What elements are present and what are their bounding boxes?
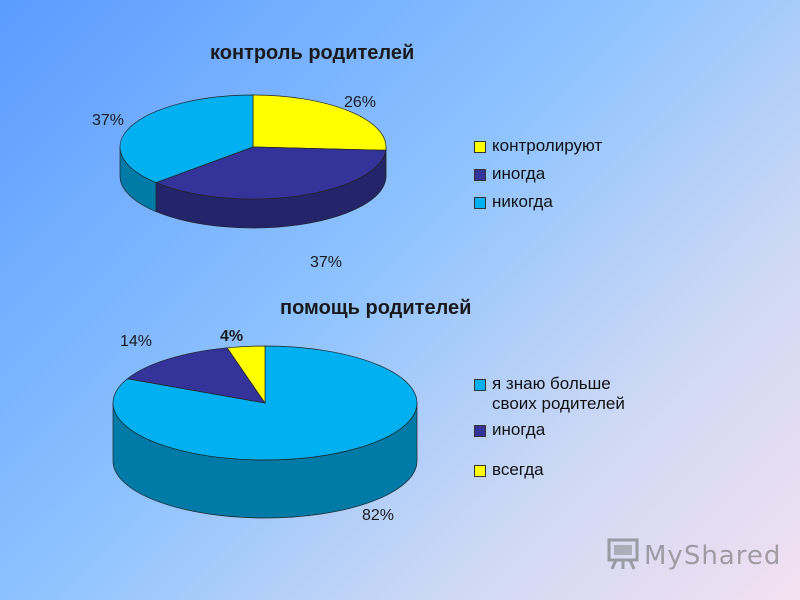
legend-label: я знаю больше своих родителей [492, 374, 625, 413]
chart2-legend-item: я знаю больше своих родителей [474, 374, 625, 414]
chart1-legend: контролируют иногда никогда [474, 136, 602, 212]
legend-swatch-navy [474, 425, 486, 437]
chart2-title: помощь родителей [280, 297, 472, 319]
legend-label: никогда [492, 192, 553, 211]
pie-slice [155, 146, 387, 200]
presentation-board-icon [606, 536, 640, 575]
legend-swatch-yellow [474, 465, 486, 477]
chart1-legend-item: контролируют [474, 136, 602, 156]
legend-swatch-cyan [474, 197, 486, 209]
chart2-pie-group [112, 345, 418, 519]
chart2-legend-item: всегда [474, 460, 625, 480]
chart2-label-know-more: 82% [362, 507, 395, 524]
chart1-label-never: 37% [92, 112, 125, 129]
legend-label: иногда [492, 420, 546, 439]
pie-slice [226, 345, 266, 405]
chart2-label-always: 4% [220, 328, 244, 345]
pie-slice [252, 94, 387, 151]
legend-swatch-navy [474, 169, 486, 181]
legend-label: всегда [492, 460, 544, 479]
chart1-label-controlled: 26% [344, 94, 377, 111]
legend-swatch-yellow [474, 141, 486, 153]
chart1-title: контроль родителей [210, 42, 415, 64]
chart1-pie-group [119, 94, 387, 229]
chart2-legend-item: иногда [474, 420, 625, 440]
chart2-legend: я знаю больше своих родителей иногда все… [474, 374, 625, 480]
chart1-legend-item: иногда [474, 164, 602, 184]
chart1-legend-item: никогда [474, 192, 602, 212]
legend-swatch-cyan [474, 379, 486, 391]
chart1-label-sometimes: 37% [310, 254, 343, 271]
pie-slice [126, 347, 266, 404]
chart2-label-sometimes: 14% [120, 333, 153, 350]
watermark-text: MyShared [644, 540, 782, 571]
legend-label: контролируют [492, 136, 603, 155]
pie-slice [119, 94, 254, 183]
watermark: MyShared [606, 536, 781, 575]
legend-label: иногда [492, 164, 546, 183]
